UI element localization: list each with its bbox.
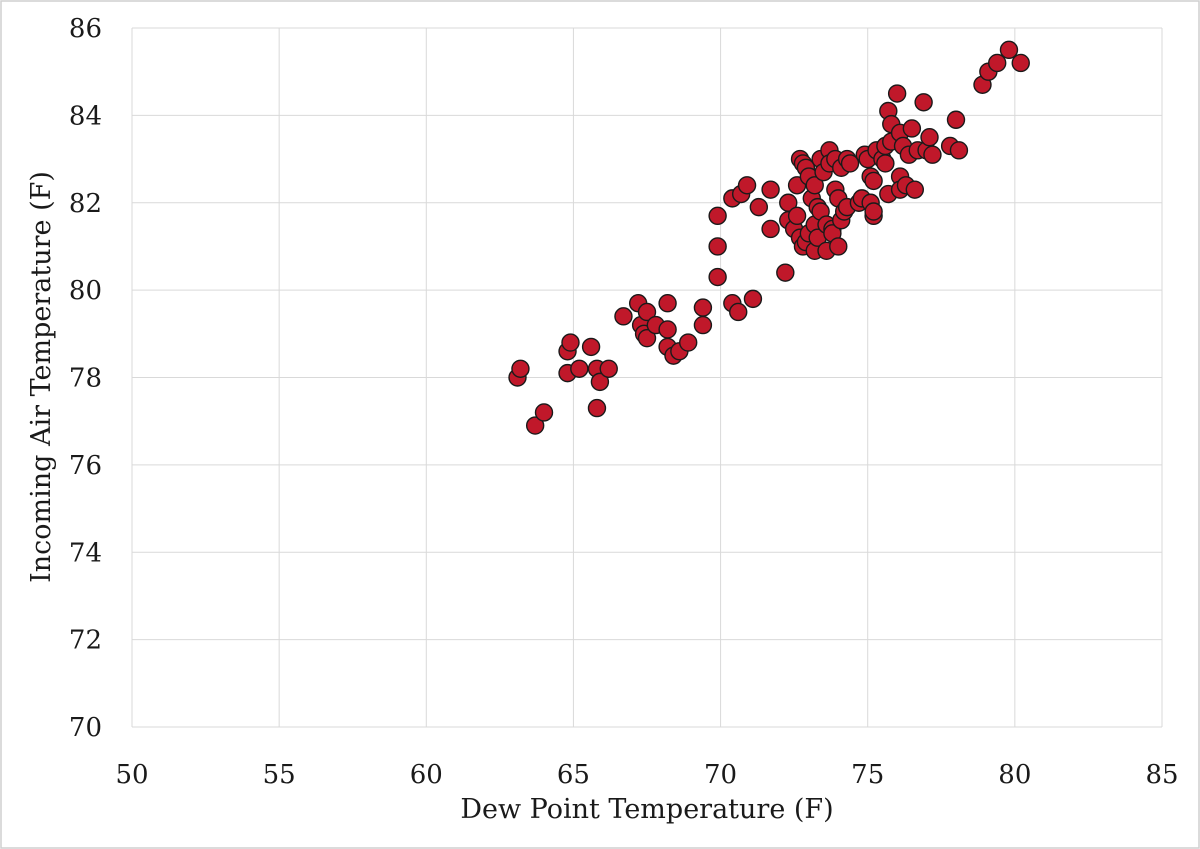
data-point: [743, 289, 763, 309]
x-tick-label: 60: [410, 760, 443, 790]
data-point: [708, 206, 727, 226]
y-tick-label: 74: [69, 538, 102, 568]
data-point: [776, 263, 795, 282]
y-tick-label: 70: [69, 713, 102, 743]
data-point: [920, 128, 939, 147]
x-tick-label: 55: [263, 760, 296, 790]
data-point: [864, 171, 883, 191]
data-point: [864, 202, 883, 221]
data-point: [1011, 53, 1030, 73]
data-point: [829, 237, 848, 256]
data-point: [729, 302, 748, 322]
y-tick-label: 86: [69, 14, 102, 44]
data-point: [787, 206, 807, 226]
x-tick-label: 80: [998, 760, 1031, 790]
x-tick-label: 50: [115, 760, 148, 790]
data-point: [637, 328, 657, 348]
y-tick-label: 72: [69, 626, 102, 656]
data-point: [805, 176, 824, 195]
data-point: [581, 337, 601, 357]
data-point: [949, 141, 969, 160]
y-tick-label: 82: [69, 189, 102, 219]
data-point: [914, 93, 933, 112]
y-tick-label: 84: [69, 101, 102, 131]
x-tick-label: 75: [851, 760, 884, 790]
data-point: [708, 267, 727, 287]
data-point: [511, 359, 530, 378]
data-point: [749, 197, 769, 217]
data-point: [708, 237, 727, 256]
data-point: [946, 110, 966, 129]
data-point: [902, 119, 922, 138]
y-tick-label: 76: [69, 451, 102, 481]
y-axis-ticks: 70 72 74 76 78 80 82 84 86: [69, 14, 102, 743]
grid: [131, 27, 1163, 728]
data-point: [534, 403, 554, 422]
data-point: [679, 333, 698, 352]
data-point: [525, 416, 545, 435]
data-point: [561, 333, 580, 352]
data-point: [737, 176, 757, 195]
x-tick-label: 65: [557, 760, 590, 790]
x-tick-label: 85: [1145, 760, 1178, 790]
data-point: [614, 307, 633, 326]
x-axis-title: Dew Point Temperature (F): [460, 794, 833, 825]
data-point: [840, 154, 860, 173]
data-point: [999, 40, 1019, 60]
data-point: [587, 398, 607, 418]
x-axis-ticks: 50 55 60 65 70 75 80 85: [115, 760, 1178, 790]
y-tick-label: 78: [69, 364, 102, 394]
data-point: [923, 145, 942, 164]
data-point: [988, 53, 1007, 73]
data-point: [761, 219, 780, 239]
y-axis-title: Incoming Air Temperature (F): [26, 171, 57, 583]
data-point: [599, 359, 618, 378]
data-point: [693, 298, 713, 317]
data-point: [876, 154, 895, 173]
data-point: [590, 372, 610, 392]
data-point: [887, 84, 907, 103]
data-point: [761, 180, 780, 199]
data-point: [658, 294, 677, 313]
data-point: [570, 359, 589, 378]
data-point: [658, 320, 677, 339]
data-point: [637, 302, 657, 322]
x-tick-label: 70: [704, 760, 737, 790]
data-point: [905, 180, 924, 199]
data-points: [508, 40, 1030, 435]
data-point: [693, 315, 713, 335]
y-tick-label: 80: [69, 276, 102, 306]
